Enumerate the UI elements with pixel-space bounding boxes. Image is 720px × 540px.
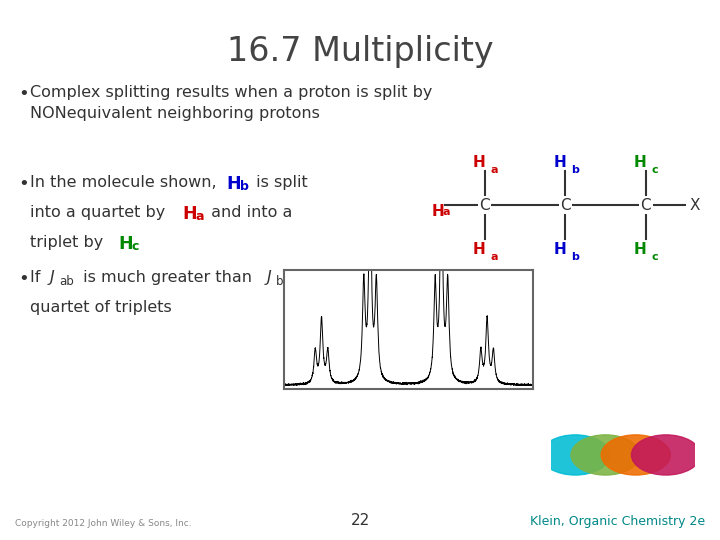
Text: H: H bbox=[226, 175, 240, 193]
Text: c: c bbox=[652, 165, 658, 175]
Text: a: a bbox=[442, 207, 450, 217]
Text: triplet by: triplet by bbox=[30, 235, 109, 250]
Text: •: • bbox=[18, 175, 29, 193]
Text: Copyright 2012 John Wiley & Sons, Inc.: Copyright 2012 John Wiley & Sons, Inc. bbox=[15, 519, 192, 528]
Text: ab: ab bbox=[59, 275, 73, 288]
Text: H: H bbox=[182, 205, 197, 223]
Text: a: a bbox=[195, 210, 204, 223]
Text: If: If bbox=[30, 270, 45, 285]
Text: H: H bbox=[554, 155, 566, 170]
Text: H: H bbox=[634, 155, 647, 170]
Text: a: a bbox=[490, 165, 498, 175]
Text: H: H bbox=[473, 241, 485, 256]
Text: H: H bbox=[431, 204, 444, 219]
Text: •: • bbox=[18, 270, 29, 288]
Text: is much greater than: is much greater than bbox=[78, 270, 257, 285]
Text: , the signal will appear as a: , the signal will appear as a bbox=[294, 270, 516, 285]
Text: 16.7 Multiplicity: 16.7 Multiplicity bbox=[227, 35, 493, 68]
Text: Klein, Organic Chemistry 2e: Klein, Organic Chemistry 2e bbox=[530, 515, 705, 528]
Text: and into a: and into a bbox=[206, 205, 292, 220]
Circle shape bbox=[631, 435, 701, 475]
Text: into a quartet by: into a quartet by bbox=[30, 205, 171, 220]
Text: is split: is split bbox=[251, 175, 307, 190]
Circle shape bbox=[571, 435, 640, 475]
Text: H: H bbox=[118, 235, 132, 253]
Text: H: H bbox=[634, 241, 647, 256]
Text: C: C bbox=[560, 198, 570, 213]
Text: bc: bc bbox=[276, 275, 290, 288]
Text: H: H bbox=[554, 241, 566, 256]
Text: b: b bbox=[571, 252, 579, 261]
Text: a: a bbox=[490, 252, 498, 261]
Text: c: c bbox=[652, 252, 658, 261]
Text: b: b bbox=[571, 165, 579, 175]
Text: H: H bbox=[473, 155, 485, 170]
Text: quartet of triplets: quartet of triplets bbox=[30, 300, 172, 315]
Circle shape bbox=[541, 435, 610, 475]
Text: b: b bbox=[240, 180, 249, 193]
Text: In the molecule shown,: In the molecule shown, bbox=[30, 175, 222, 190]
Text: J: J bbox=[267, 270, 271, 285]
Text: C: C bbox=[641, 198, 651, 213]
Text: X: X bbox=[690, 198, 700, 213]
Text: J: J bbox=[50, 270, 55, 285]
Text: 22: 22 bbox=[351, 513, 369, 528]
Text: c: c bbox=[132, 240, 140, 253]
Text: Complex splitting results when a proton is split by
NONequivalent neighboring pr: Complex splitting results when a proton … bbox=[30, 85, 433, 121]
Text: C: C bbox=[480, 198, 490, 213]
Circle shape bbox=[601, 435, 670, 475]
Text: •: • bbox=[18, 85, 29, 103]
